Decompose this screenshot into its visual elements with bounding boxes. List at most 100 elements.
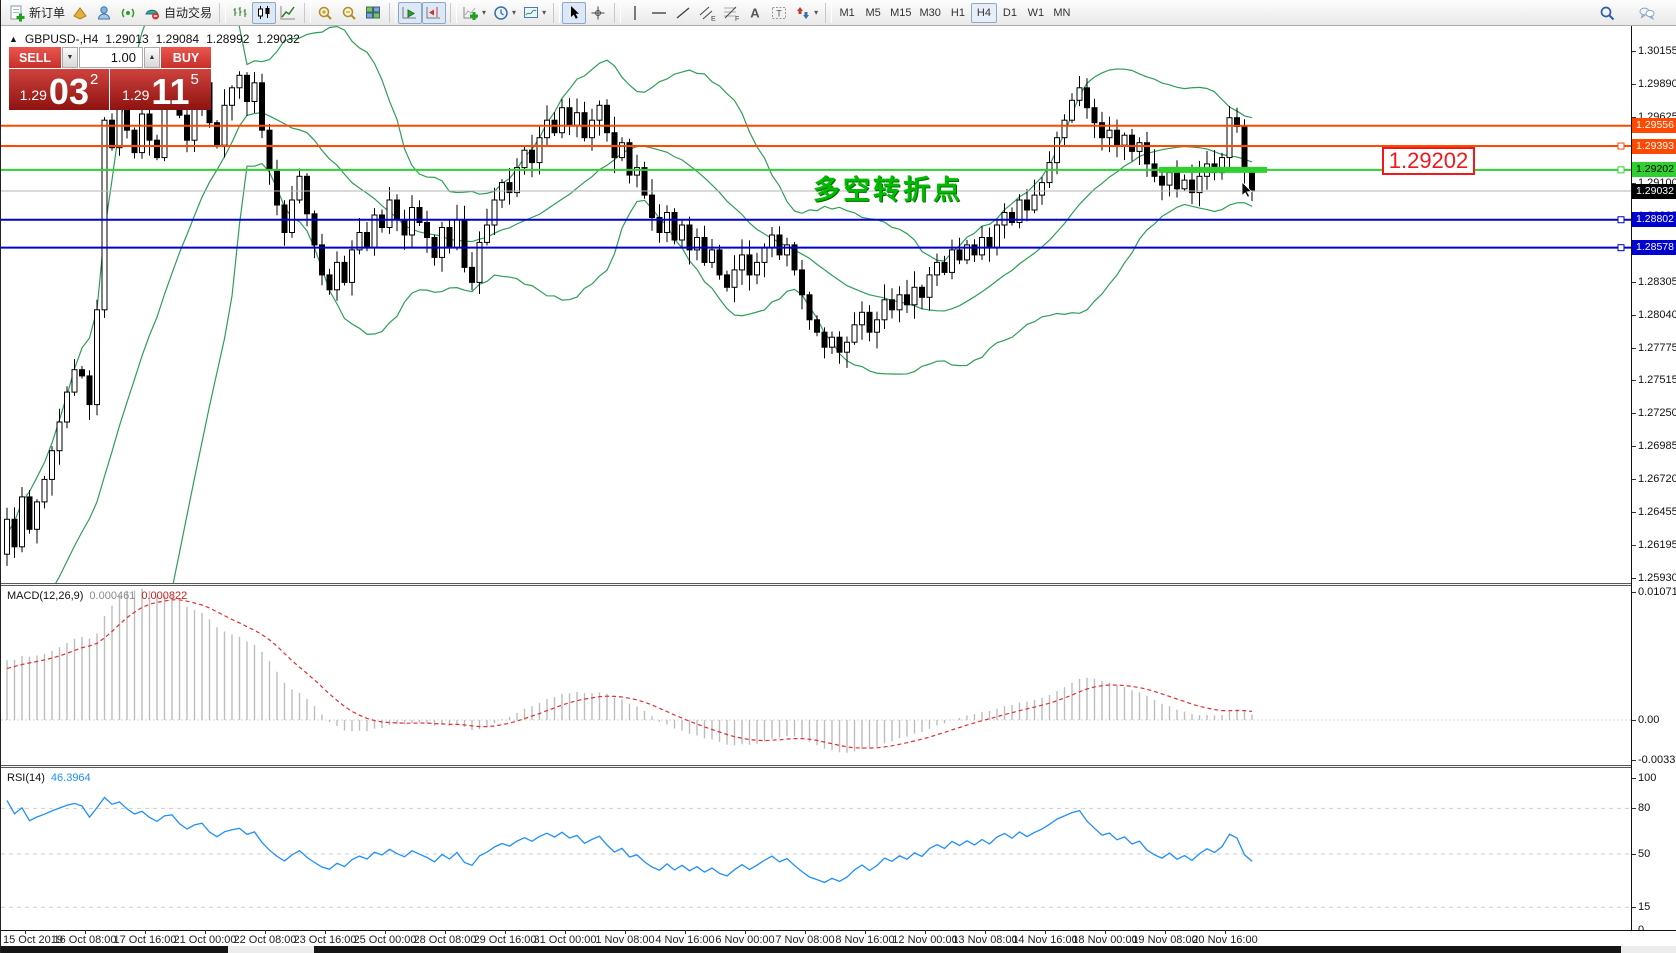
date-tick [25,930,26,934]
date-tick [925,930,926,934]
timeframe-h4[interactable]: H4 [970,2,997,23]
timeframe-mn[interactable]: MN [1053,6,1071,19]
sell-button[interactable]: SELL [9,47,61,68]
buy-price-display[interactable]: 1.29 11 5 [110,69,211,110]
macd-pane[interactable]: MACD(12,26,9) 0.000461 0.000822 [1,586,1631,765]
sell-price-big: 03 [48,71,89,113]
signal-icon [121,8,135,17]
axis-tick [1632,84,1636,86]
label-button[interactable]: T [767,2,791,24]
ohlc-high: 1.29084 [155,32,200,46]
ohlc-low: 1.28992 [206,32,250,46]
symbol-period-label: GBPUSD-,H4 [24,32,99,46]
zoom-in-button[interactable] [313,2,337,24]
turning-point-annotation: 多空转折点 [813,175,963,205]
neworder-icon [10,5,25,21]
fibonacci-button[interactable]: F [719,2,743,24]
crosshair-icon [591,6,605,19]
timeframe-w1[interactable]: W1 [1027,6,1045,19]
date-tick [445,930,446,934]
macd-signal-line [6,599,1253,749]
line-chart-button[interactable] [276,2,300,24]
crosshair-button[interactable] [586,2,610,24]
axis-tick [1632,778,1636,779]
chart-header: ▲ GBPUSD-,H4 1.29013 1.29084 1.28992 1.2… [9,32,300,46]
axis-tick-label: 1.26195 [1638,538,1676,551]
linechart-icon [280,5,296,19]
date-axis[interactable]: 15 Oct 2019 16 Oct 08:00 17 Oct 16:00 21 Oc… [1,930,1676,946]
date-label: 7 Nov 08:00 [775,934,835,946]
auto-trading-button[interactable]: 自动交易 [140,2,215,24]
new-order-button[interactable]: 新订单 [5,2,68,24]
timeframe-m1[interactable]: M1 [839,6,855,19]
horizontal-line-button[interactable] [647,2,671,24]
date-label: 8 Nov 16:00 [835,934,895,946]
volume-input[interactable] [79,47,143,68]
text-button[interactable]: A [743,2,767,24]
date-tick [865,930,866,934]
main-chart-pane[interactable]: ▲ GBPUSD-,H4 1.29013 1.29084 1.28992 1.2… [1,26,1631,583]
ohlc-close: 1.29032 [256,32,300,46]
date-tick [265,930,266,934]
svg-text:F: F [735,16,739,22]
signals-button[interactable] [116,2,140,24]
indicators-button[interactable]: ▾ [459,2,489,24]
candlestick-button[interactable] [252,1,277,24]
line-handle [1617,216,1625,224]
timeframe-h1[interactable]: H1 [950,6,965,19]
triangle-down-icon: ▼ [66,54,74,61]
person-icon [98,5,111,19]
chat-button[interactable] [1635,2,1659,24]
chart-gold-button[interactable] [68,2,92,24]
date-tick [1045,930,1046,934]
date-label: 14 Nov 16:00 [1012,934,1078,946]
price-line-label: 1.29393 [1632,138,1676,154]
profile-button[interactable] [92,2,116,24]
tile-windows-button[interactable] [361,2,385,24]
rsi-pane[interactable]: RSI(14) 46.3964 [1,768,1631,930]
vertical-line-button[interactable] [623,2,647,24]
axis-tick-label: 1.28305 [1638,275,1676,288]
chart-shift-button[interactable] [422,1,447,24]
price-axis[interactable]: 1.301551.298901.296251.293601.291001.288… [1631,26,1676,946]
arrows-button[interactable]: ▾ [791,2,821,24]
zoom-out-button[interactable] [337,2,361,24]
timeframe-m15[interactable]: M15 [890,6,912,19]
svg-text:A: A [750,5,760,20]
date-tick [985,930,986,934]
pane-separator[interactable] [1,765,1676,768]
axis-tick-label: 1.26720 [1638,473,1676,486]
date-label: 16 Oct 08:00 [53,934,117,946]
volume-down-button[interactable]: ▼ [62,47,78,68]
channel-button[interactable]: E [695,2,719,24]
buy-price-big: 11 [151,71,190,113]
pane-separator[interactable] [1,583,1676,586]
timeframe-m30[interactable]: M30 [919,6,941,19]
bar-chart-button[interactable] [228,2,252,24]
horizontal-scrollbar[interactable] [1,946,1676,953]
volume-up-button[interactable]: ▲ [144,47,160,68]
axis-tick-label: 1.26455 [1638,506,1676,519]
buy-button[interactable]: BUY [161,47,211,68]
collapse-panel-icon[interactable]: ▲ [9,34,18,44]
templates-button[interactable]: ▾ [519,2,549,24]
periods-button[interactable]: ▾ [489,2,519,24]
date-tick [325,930,326,934]
axis-tick-label: 1.27250 [1638,407,1676,420]
price-box-annotation: 1.29202 [1382,147,1475,175]
axis-tick [1632,720,1636,721]
date-tick [145,930,146,934]
auto-scroll-button[interactable] [398,1,423,24]
search-button[interactable] [1595,2,1619,24]
date-tick [385,930,386,934]
timeframe-m5[interactable]: M5 [865,6,881,19]
timeframe-d1[interactable]: D1 [1002,6,1017,19]
trendline-button[interactable] [671,2,695,24]
dropdown-caret-icon: ▾ [814,8,819,17]
date-tick [85,930,86,934]
cursor-button[interactable] [562,1,587,24]
sell-price-display[interactable]: 1.29 03 2 [9,69,109,110]
fibo-icon: F [724,6,739,22]
date-tick [565,930,566,934]
